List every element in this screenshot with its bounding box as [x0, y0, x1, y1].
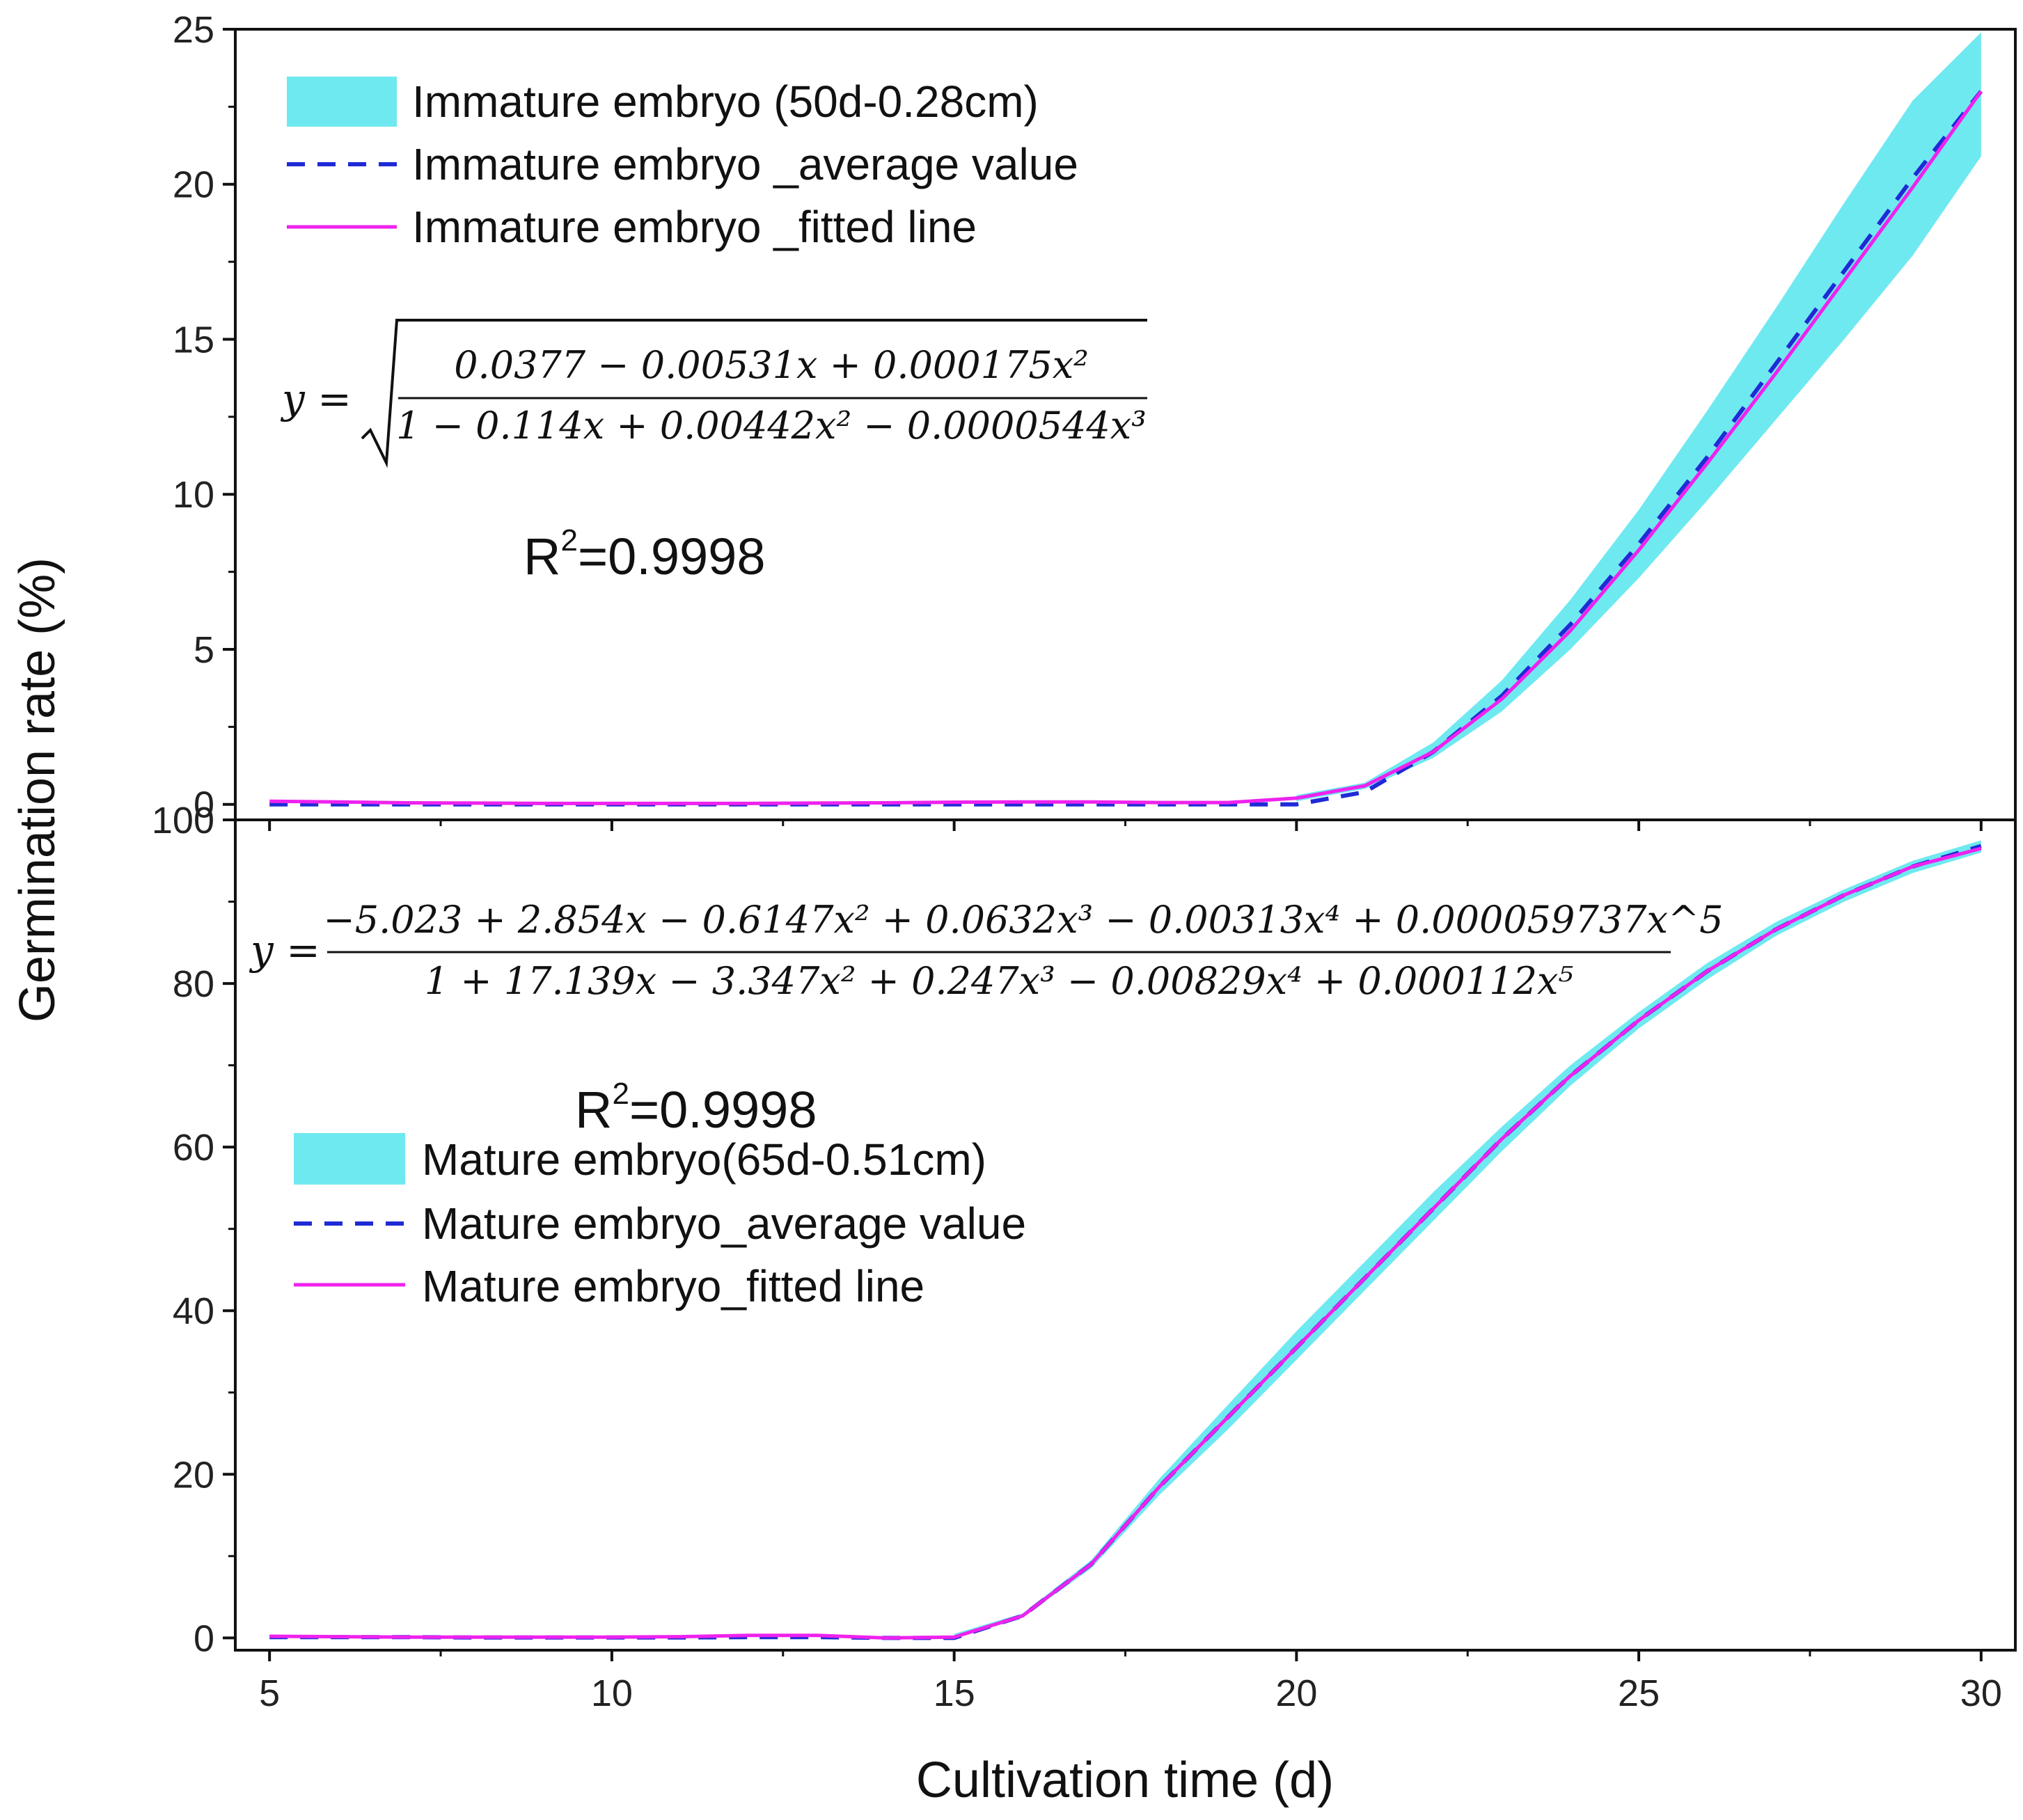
- bottom-y-tick-label: 0: [194, 1617, 214, 1659]
- bottom-equation-lhs: y =: [249, 926, 320, 974]
- top-equation-lhs: y =: [280, 375, 352, 422]
- bottom-legend-band-label: Mature embryo(65d-0.51cm): [422, 1134, 986, 1185]
- bottom-series-band: [954, 840, 1981, 1638]
- y-axis-title: Germination rate (%): [10, 557, 65, 1022]
- bottom-y-tick-label: 40: [173, 1290, 214, 1332]
- x-tick-label: 25: [1618, 1672, 1660, 1714]
- top-y-tick-label: 5: [194, 629, 214, 671]
- top-series-fitted-line: [269, 90, 1983, 805]
- bottom-y-tick-label: 80: [173, 963, 214, 1005]
- top-legend-band-swatch: [287, 77, 397, 127]
- top-y-ticks: 0 5 10 15 20 25: [173, 9, 235, 826]
- x-tick-label: 5: [259, 1672, 280, 1714]
- x-tick-label: 20: [1275, 1672, 1317, 1714]
- bottom-band-layer: [954, 840, 1981, 1638]
- top-y-tick-label: 0: [194, 784, 214, 826]
- top-y-tick-label: 20: [173, 164, 214, 206]
- top-panel: 0 5 10 15 20 25 Immature embryo (50d-0.28cm) …: [173, 9, 2017, 831]
- top-equation-denominator: 1 − 0.114x + 0.00442x² − 0.0000544x³: [396, 404, 1147, 448]
- bottom-equation-denominator: 1 + 17.139x − 3.347x² + 0.247x³ − 0.0082…: [425, 959, 1573, 1003]
- top-y-tick-label: 25: [173, 9, 214, 51]
- top-y-tick-label: 10: [173, 474, 214, 516]
- x-axis-title: Cultivation time (d): [916, 1752, 1334, 1808]
- bottom-legend: Mature embryo(65d-0.51cm) Mature embryo_…: [294, 1133, 1026, 1311]
- bottom-y-ticks: 0 20 40 60 80 100: [152, 800, 235, 1659]
- bottom-legend-solid-label: Mature embryo_fitted line: [422, 1261, 924, 1311]
- bottom-r-squared: R2=0.9998: [575, 1077, 817, 1139]
- bottom-equation: y = −5.023 + 2.854x − 0.6147x² + 0.0632x…: [249, 898, 1724, 1003]
- bottom-plot-frame: [234, 818, 2017, 1652]
- top-r-squared: R2=0.9998: [524, 523, 766, 585]
- bottom-y-tick-label: 20: [173, 1454, 214, 1496]
- bottom-line-layer: [269, 844, 1982, 1640]
- top-x-ticks: [268, 820, 1983, 831]
- bottom-y-tick-label: 100: [152, 800, 214, 841]
- bottom-series-fitted-line: [269, 846, 1982, 1640]
- bottom-x-ticks: 5 10 15 20 25 30: [259, 1650, 2002, 1714]
- x-tick-label: 30: [1960, 1672, 2002, 1714]
- bottom-equation-numerator: −5.023 + 2.854x − 0.6147x² + 0.0632x³ − …: [323, 898, 1723, 942]
- top-line-layer: [269, 90, 1983, 807]
- x-tick-label: 15: [934, 1672, 975, 1714]
- bottom-legend-dashed-label: Mature embryo_average value: [422, 1198, 1026, 1249]
- top-legend-dashed-label: Immature embryo _average value: [412, 139, 1078, 189]
- top-equation-radical: [361, 319, 1147, 468]
- top-y-tick-label: 15: [173, 319, 214, 361]
- top-series-band: [1296, 32, 1981, 802]
- bottom-panel: 0 20 40 60 80 100 5 10 15 20 25 30 y = −5.023 + 2.…: [152, 800, 2017, 1714]
- bottom-legend-band-swatch: [294, 1133, 405, 1185]
- top-legend: Immature embryo (50d-0.28cm) Immature em…: [287, 77, 1078, 252]
- x-tick-label: 10: [591, 1672, 633, 1714]
- top-legend-band-label: Immature embryo (50d-0.28cm): [412, 77, 1039, 127]
- top-band-layer: [1296, 32, 1981, 802]
- top-equation-numerator: 0.0377 − 0.00531x + 0.000175x²: [454, 343, 1089, 387]
- top-equation: y = 0.0377 − 0.00531x + 0.000175x² 1 − 0…: [280, 319, 1147, 468]
- bottom-y-tick-label: 60: [173, 1127, 214, 1169]
- top-legend-solid-label: Immature embryo _fitted line: [412, 202, 977, 252]
